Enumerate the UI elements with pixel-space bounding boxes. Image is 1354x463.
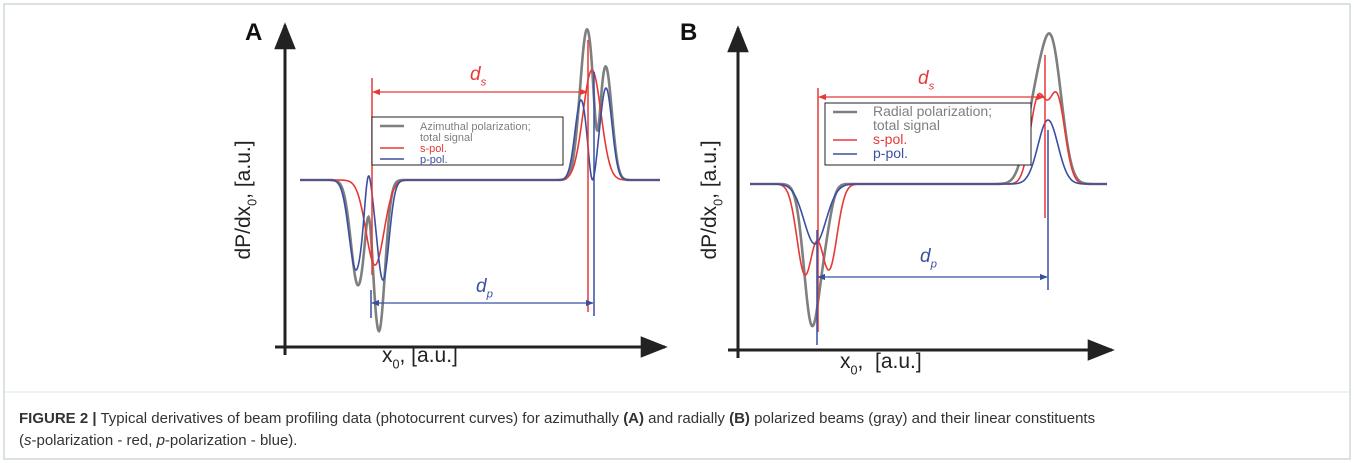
label: x0, [a.u.] xyxy=(840,350,922,377)
caption-part: FIGURE 2 | xyxy=(19,410,97,427)
label-main: x xyxy=(382,344,393,367)
label-rest: , [a.u.] xyxy=(232,140,255,198)
caption-part: p xyxy=(156,432,165,449)
label-rest: , [a.u.] xyxy=(858,350,922,373)
label-sub: p xyxy=(486,289,493,301)
label: ds xyxy=(470,64,487,89)
caption-part: (B) xyxy=(729,410,750,427)
label-sub: 0 xyxy=(245,199,259,206)
label-rest: , [a.u.] xyxy=(698,140,721,198)
label-sub: p xyxy=(930,259,937,271)
curve xyxy=(300,87,660,282)
label-sub: 0 xyxy=(711,199,725,206)
legend-label: Radial polarization; xyxy=(873,103,992,119)
legend-label: total signal xyxy=(873,117,940,133)
caption-line: (s-polarization - red, p-polarization - … xyxy=(19,432,297,449)
label-sub: s xyxy=(481,77,487,89)
caption-part: (A) xyxy=(623,410,644,427)
label-main: x xyxy=(840,350,851,373)
caption-part: ( xyxy=(19,432,24,449)
label-sub: 0 xyxy=(393,357,400,371)
legend-label: s-pol. xyxy=(873,131,907,147)
caption-line: FIGURE 2 | Typical derivatives of beam p… xyxy=(19,410,1095,427)
label: dp xyxy=(920,246,937,271)
legend-box xyxy=(824,102,1032,166)
label-main: d xyxy=(918,68,930,89)
legend-label: p-pol. xyxy=(420,154,448,166)
caption-part: -polarization - blue). xyxy=(165,432,298,449)
caption-part: polarized beams (gray) and their linear … xyxy=(750,410,1095,427)
panel-label: B xyxy=(680,19,697,46)
panel-label: A xyxy=(245,19,262,46)
label-main: d xyxy=(470,64,482,85)
caption-part: and radially xyxy=(644,410,729,427)
label: dP/dx0, [a.u.] xyxy=(698,140,725,259)
label-rest: , [a.u.] xyxy=(400,344,458,367)
label-main: dP/dx xyxy=(698,205,721,259)
caption-part: s xyxy=(24,432,32,449)
label-main: d xyxy=(920,246,932,267)
caption-part: Typical derivatives of beam profiling da… xyxy=(97,410,624,427)
caption-part: -polarization - red, xyxy=(32,432,157,449)
curve xyxy=(300,69,660,266)
label-main: d xyxy=(476,276,488,297)
legend-label: s-pol. xyxy=(420,143,447,155)
curve xyxy=(750,119,1107,245)
label: dp xyxy=(476,276,493,301)
label-main: dP/dx xyxy=(232,205,255,259)
label-sub: 0 xyxy=(851,363,858,377)
label-sub: s xyxy=(929,81,935,93)
frame xyxy=(3,3,1351,460)
legend-label: Azimuthal polarization; xyxy=(420,121,531,133)
legend-label: total signal xyxy=(420,132,473,144)
label: dP/dx0, [a.u.] xyxy=(232,140,259,259)
label: x0, [a.u.] xyxy=(382,344,458,371)
legend-label: p-pol. xyxy=(873,145,908,161)
label: ds xyxy=(918,68,935,93)
